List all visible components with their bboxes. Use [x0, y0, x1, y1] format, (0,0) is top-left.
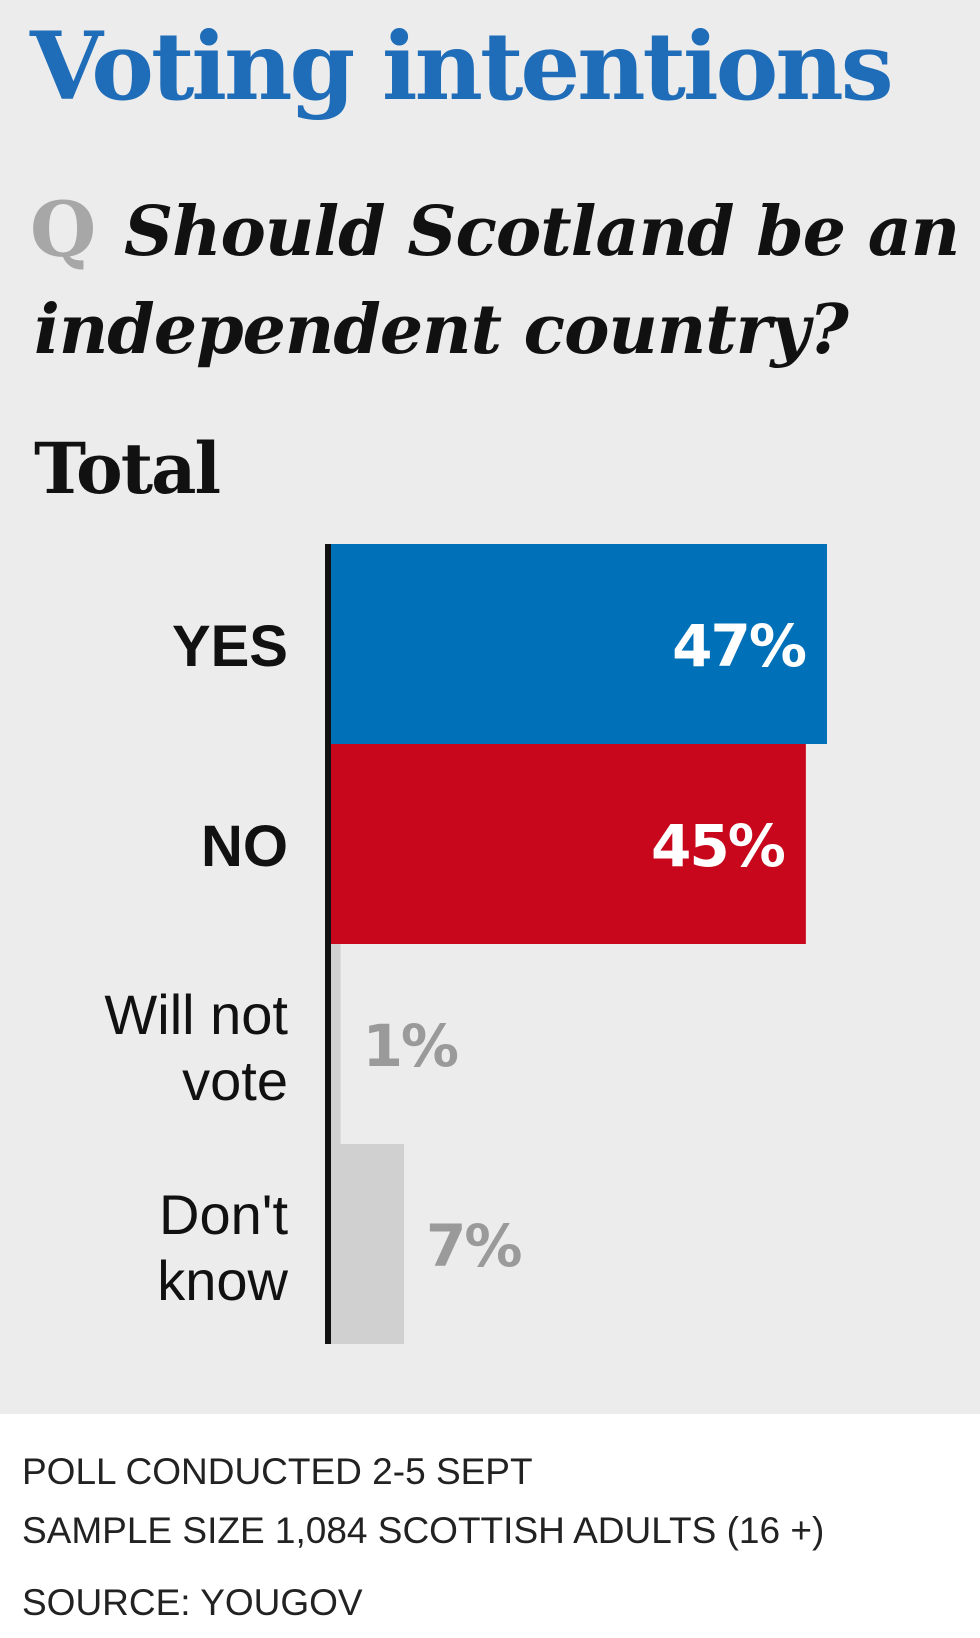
bar-1	[330, 744, 806, 944]
bar-2	[330, 944, 341, 1144]
question-line-1: Should Scotland be an	[124, 192, 960, 272]
poll-date-note: POLL CONDUCTED 2-5 SEPT	[22, 1451, 533, 1492]
category-label-1: NO	[201, 814, 288, 879]
question-line-2: independent country?	[34, 290, 849, 370]
value-label-2: 1%	[363, 1012, 458, 1080]
bar-3	[330, 1144, 405, 1344]
value-label-1: 45%	[651, 812, 785, 880]
question-mark-label: Q	[30, 185, 97, 274]
source-note: SOURCE: YOUGOV	[22, 1582, 363, 1623]
category-label-2: Will not vote	[104, 983, 288, 1112]
category-label-0: YES	[172, 614, 288, 679]
value-label-3: 7%	[426, 1212, 521, 1280]
axis-line	[325, 544, 331, 1344]
chart-subtitle: Total	[34, 427, 221, 510]
value-label-0: 47%	[672, 612, 806, 680]
bar-chart: 47% YES 45% NO 1% Will not vote 7% Don't know	[104, 544, 827, 1344]
sample-size-note: SAMPLE SIZE 1,084 SCOTTISH ADULTS (16 +)	[22, 1510, 825, 1551]
chart-title: Voting intentions	[30, 12, 894, 122]
category-label-3: Don't know	[157, 1183, 288, 1312]
bar-0	[330, 544, 827, 744]
